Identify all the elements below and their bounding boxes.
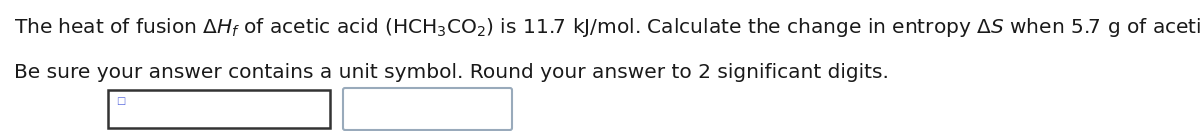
Text: Be sure your answer contains a unit symbol. Round your answer to 2 significant d: Be sure your answer contains a unit symb… xyxy=(14,63,889,82)
FancyBboxPatch shape xyxy=(343,88,512,130)
Text: The heat of fusion $\Delta H_f$ of acetic acid $\left(\mathrm{HCH_3CO_2}\right)$: The heat of fusion $\Delta H_f$ of aceti… xyxy=(14,16,1200,39)
Text: □: □ xyxy=(116,96,125,106)
Bar xyxy=(108,90,330,128)
